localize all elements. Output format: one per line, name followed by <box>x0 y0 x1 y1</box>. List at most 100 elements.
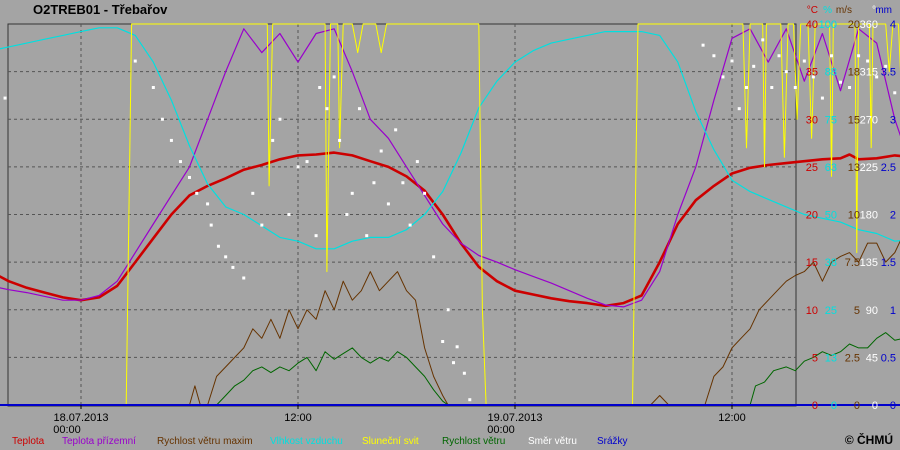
legend-item: Teplota <box>12 436 45 447</box>
y-tick-label: 0 <box>854 400 860 412</box>
wind-direction-point <box>209 223 213 227</box>
wind-direction-point <box>296 165 300 169</box>
y-tick-label: 0 <box>831 400 837 412</box>
wind-direction-point <box>206 202 210 206</box>
series-line-teplota-p-zemn- <box>0 28 900 308</box>
unit-label: ° <box>872 5 876 16</box>
wind-direction-point <box>446 308 450 312</box>
wind-direction-point <box>314 234 318 238</box>
y-tick-label: 13 <box>825 352 837 364</box>
y-tick-label: 0 <box>872 400 878 412</box>
x-tick-label: 12:00 <box>718 412 746 424</box>
y-tick-label: 4 <box>890 19 896 31</box>
wind-direction-point <box>386 202 390 206</box>
wind-direction-point <box>287 213 291 216</box>
y-tick-label: 225 <box>860 162 878 174</box>
y-tick-label: 100 <box>819 19 837 31</box>
wind-direction-point <box>432 255 436 259</box>
wind-direction-point <box>875 75 879 79</box>
wind-direction-point <box>372 181 376 185</box>
wind-direction-point <box>884 64 888 68</box>
wind-direction-point <box>820 96 824 100</box>
y-tick-label: 2.5 <box>881 162 896 174</box>
wind-direction-point <box>811 75 815 79</box>
wind-direction-point <box>260 223 264 227</box>
y-tick-label: 90 <box>866 305 878 317</box>
wind-direction-point <box>761 38 765 42</box>
wind-direction-point <box>744 86 748 89</box>
wind-direction-point <box>394 128 398 132</box>
y-tick-label: 15 <box>806 257 818 269</box>
y-tick-label: 315 <box>860 67 878 79</box>
legend-item: Vlhkost vzduchu <box>270 436 343 447</box>
wind-direction-point <box>338 138 342 142</box>
wind-direction-point <box>188 175 191 179</box>
y-tick-label: 10 <box>806 305 818 317</box>
wind-direction-point <box>452 361 456 365</box>
chart-title: O2TREB01 - Třebařov <box>33 2 168 17</box>
unit-label: m/s <box>836 5 852 16</box>
x-tick-label: 12:00 <box>284 412 312 424</box>
copyright: © ČHMÚ <box>845 432 893 447</box>
y-tick-label: 25 <box>825 305 837 317</box>
x-tick-label-time: 00:00 <box>487 424 515 436</box>
wind-direction-point <box>357 107 361 111</box>
wind-direction-point <box>848 86 852 89</box>
wind-direction-point <box>251 191 255 195</box>
y-tick-label: 1 <box>890 305 896 317</box>
wind-direction-point <box>401 181 405 185</box>
wind-direction-point <box>415 160 419 164</box>
wind-direction-point <box>325 107 329 111</box>
wind-direction-point <box>278 117 282 121</box>
wind-direction-point <box>318 86 322 89</box>
wind-direction-point <box>160 117 164 121</box>
wind-direction-point <box>151 86 155 89</box>
unit-label: °C <box>807 5 818 16</box>
y-tick-label: 10 <box>848 210 860 222</box>
y-tick-label: 2.5 <box>845 352 860 364</box>
y-tick-label: 45 <box>866 352 878 364</box>
legend-item: Srážky <box>597 436 628 447</box>
y-tick-label: 3 <box>890 114 896 126</box>
y-tick-label: 135 <box>860 257 878 269</box>
wind-direction-point <box>857 54 861 58</box>
wind-direction-point <box>793 86 797 89</box>
legend-item: Směr větru <box>528 436 577 447</box>
y-tick-label: 7.5 <box>845 257 860 269</box>
y-tick-label: 180 <box>860 210 878 222</box>
series-layer <box>0 23 900 406</box>
wind-direction-point <box>345 213 349 216</box>
wind-direction-point <box>784 70 788 74</box>
wind-direction-point <box>133 59 137 63</box>
y-tick-label: 0 <box>812 400 818 412</box>
series-line-rychlost-v-tru <box>0 332 900 406</box>
wind-direction-point <box>777 54 781 58</box>
wind-direction-point <box>242 276 246 280</box>
wind-direction-point <box>169 138 173 142</box>
y-tick-label: 15 <box>848 114 860 126</box>
unit-label: mm <box>875 5 892 16</box>
wind-direction-point <box>3 96 7 100</box>
wind-direction-point <box>770 86 774 89</box>
wind-direction-point <box>178 160 182 164</box>
y-tick-label: 360 <box>860 19 878 31</box>
y-tick-label: 0.5 <box>881 352 896 364</box>
y-tick-label: 2 <box>890 210 896 222</box>
wind-direction-point <box>379 149 383 153</box>
y-tick-label: 75 <box>825 114 837 126</box>
y-tick-label: 35 <box>806 67 818 79</box>
wind-direction-point <box>408 223 412 227</box>
legend: Teplota Teplota přízemní Rychlost větru ma… <box>12 436 628 447</box>
y-tick-label: 270 <box>860 114 878 126</box>
x-tick-label: 19.07.2013 <box>487 412 542 424</box>
wind-direction-point <box>701 43 705 47</box>
y-tick-label: 50 <box>825 210 837 222</box>
wind-direction-points <box>3 38 897 402</box>
y-tick-label: 3.5 <box>881 67 896 79</box>
wind-direction-point <box>752 64 756 68</box>
y-tick-label: 5 <box>812 352 818 364</box>
y-tick-label: 30 <box>806 114 818 126</box>
y-tick-label: 0 <box>890 400 896 412</box>
